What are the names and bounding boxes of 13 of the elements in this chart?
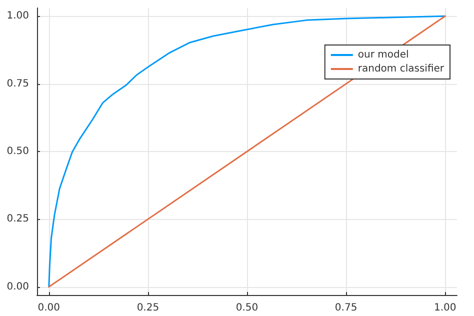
y-tick-label: 0.00: [6, 281, 29, 292]
x-tick-label: 0.50: [236, 302, 258, 314]
line-series: [48, 15, 446, 288]
y-tick-label: 0.25: [6, 214, 29, 225]
legend-label: our model: [358, 50, 409, 60]
x-tick-label: 1.00: [434, 302, 456, 314]
x-tick-label: 0.75: [334, 302, 358, 314]
y-tick-label: 0.50: [6, 146, 29, 157]
x-tick-label: 0.25: [136, 302, 160, 314]
x-tick-label: 0.00: [38, 302, 60, 314]
y-tick-label: 1.00: [6, 10, 29, 22]
y-tick-label: 0.75: [6, 78, 29, 90]
legend-label: random classifier: [358, 64, 445, 74]
